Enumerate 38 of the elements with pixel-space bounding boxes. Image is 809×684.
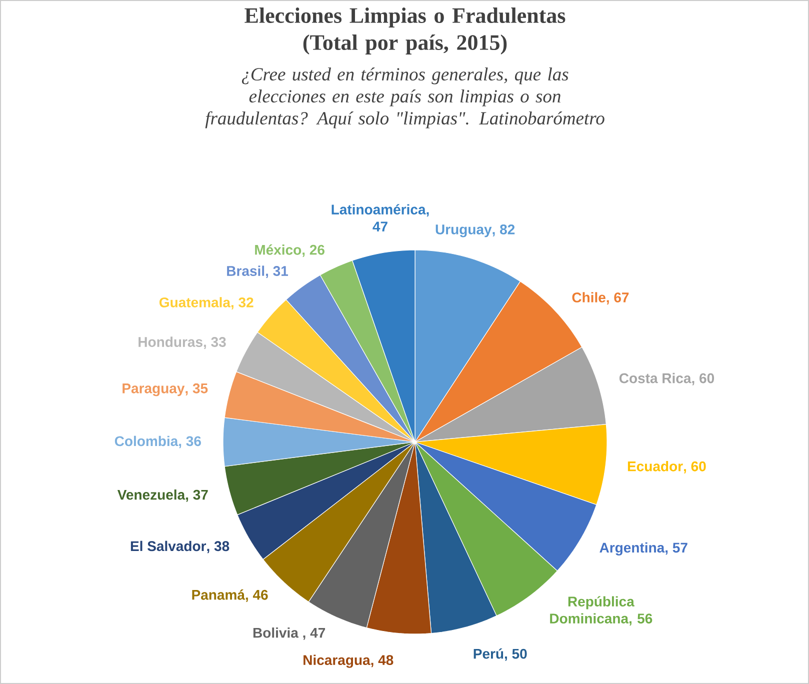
slice-label: Panamá xyxy=(192,589,246,600)
slice-label: Uruguay xyxy=(436,224,492,238)
data-label: , 31 xyxy=(266,266,288,278)
slice-label: El Salvador xyxy=(130,540,206,552)
slice-label: Ecuador xyxy=(628,461,683,472)
data-label: , 60 xyxy=(684,461,706,474)
slice-label: México xyxy=(255,244,302,255)
data-label: , 82 xyxy=(492,224,515,236)
slice-label: Costa Rica xyxy=(619,372,692,384)
slice-label: Argentina xyxy=(600,542,665,556)
slice-label: Chile xyxy=(572,292,606,302)
slice-label: Latinoamérica xyxy=(332,204,426,214)
slice-label: Brasil xyxy=(227,266,264,276)
data-label: , 46 xyxy=(246,590,268,602)
data-label: , 47 xyxy=(303,628,326,640)
data-label: , 48 xyxy=(371,655,394,668)
slice-label: Paraguay xyxy=(122,384,185,396)
chart-title: Elecciones Limpias o Fradulentas (Total por país, 2015) xyxy=(244,8,566,54)
data-label: , 60 xyxy=(692,373,714,386)
data-label: , 57 xyxy=(666,542,688,555)
data-label: , 32 xyxy=(231,297,254,310)
data-label: , 67 xyxy=(606,292,629,304)
data-label: , 50 xyxy=(504,648,527,661)
slice-label: Bolivia xyxy=(253,627,299,638)
data-label: , 38 xyxy=(207,541,230,554)
data-label: , 26 xyxy=(302,244,324,257)
slice-label: Honduras xyxy=(138,336,202,347)
data-label: , 37 xyxy=(186,490,208,502)
slice-label: Perú xyxy=(474,648,504,659)
data-label: , 56 xyxy=(629,614,652,626)
slice-label: Guatemala xyxy=(159,297,231,308)
slice-label: Venezuela xyxy=(117,489,186,500)
chart-subtitle: ¿Cree usted en términos generales, que las elecciones en este país son limpias o son fraudulentas? Aquí solo "limpias". Latinobarómetro xyxy=(205,68,604,128)
slice-label: Colombia xyxy=(114,436,178,446)
slice-label: Nicaragua xyxy=(304,654,370,668)
data-label: , 33 xyxy=(204,337,226,349)
data-label: , 36 xyxy=(179,436,201,448)
data-label: , 35 xyxy=(186,383,208,396)
